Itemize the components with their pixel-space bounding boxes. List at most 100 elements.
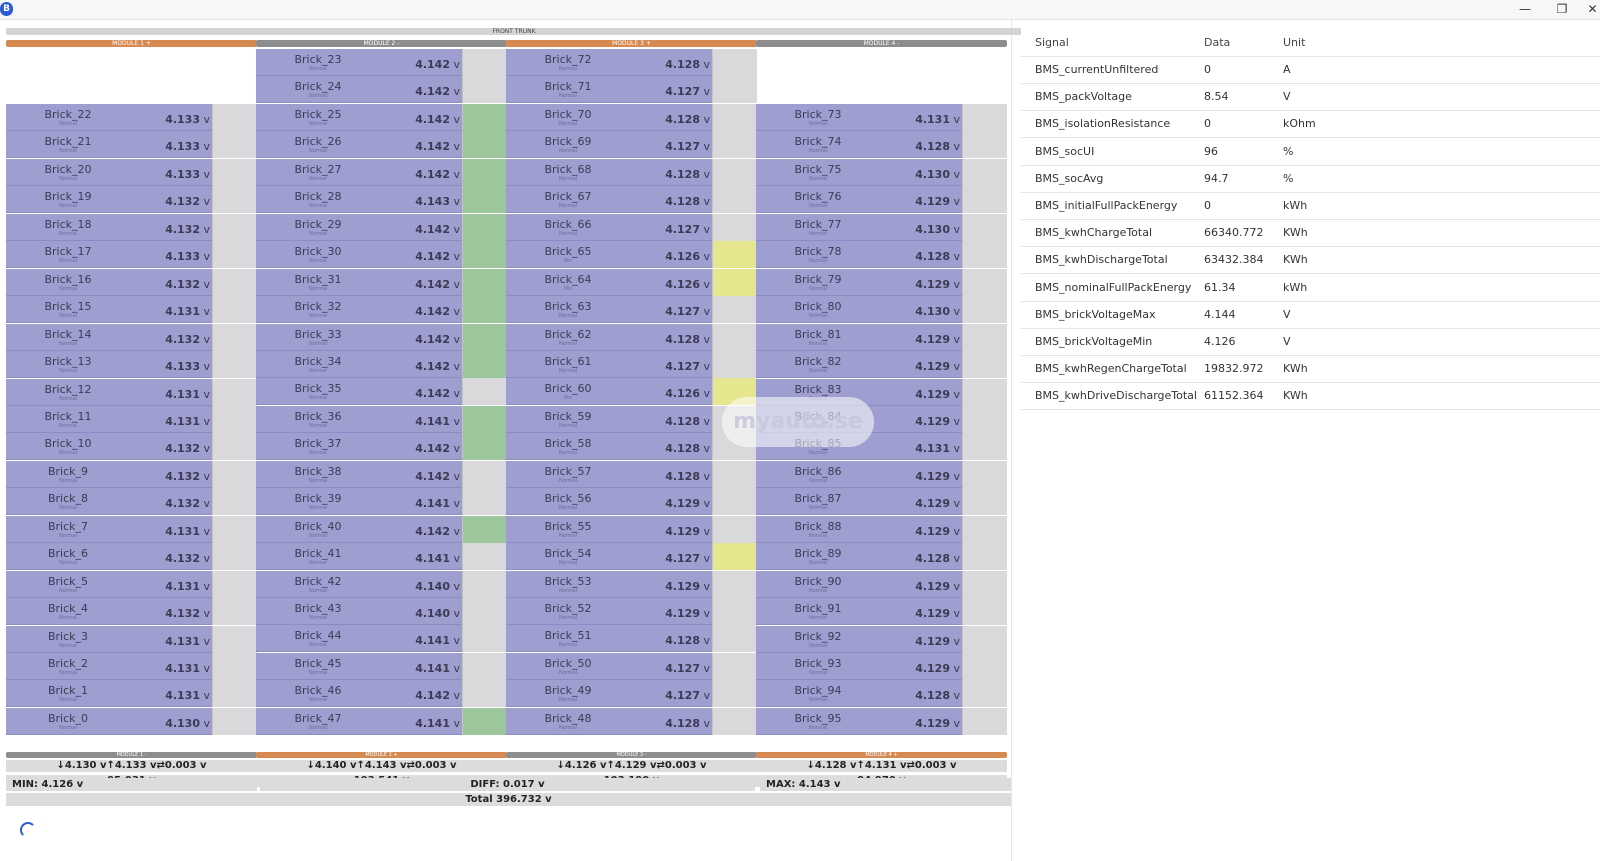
brick-cell[interactable]: Brick_9 Normal 4.132 v [6, 460, 257, 488]
brick-cell[interactable]: Brick_32 Normal 4.142 v [256, 296, 507, 324]
minimize-button[interactable]: — [1519, 2, 1531, 16]
brick-cell[interactable]: Brick_22 Normal 4.133 v [6, 104, 257, 131]
signal-row[interactable]: BMS_brickVoltageMin 4.126 V [1021, 328, 1600, 356]
brick-cell[interactable]: Brick_41 Normal 4.141 v [256, 543, 507, 571]
brick-cell[interactable]: Brick_56 Normal 4.129 v [506, 488, 757, 516]
brick-cell[interactable]: Brick_76 Normal 4.129 v [756, 186, 1007, 214]
brick-cell[interactable]: Brick_31 Normal 4.142 v [256, 268, 507, 296]
brick-cell[interactable]: Brick_11 Normal 4.131 v [6, 405, 257, 433]
brick-cell[interactable]: Brick_39 Normal 4.141 v [256, 488, 507, 516]
brick-cell[interactable]: Brick_71 Normal 4.127 v [506, 76, 757, 104]
signal-row[interactable]: BMS_kwhChargeTotal 66340.772 KWh [1021, 219, 1600, 248]
brick-cell[interactable]: Brick_10 Normal 4.132 v [6, 433, 257, 461]
brick-cell[interactable]: Brick_28 Normal 4.143 v [256, 186, 507, 214]
brick-cell[interactable]: Brick_12 Normal 4.131 v [6, 378, 257, 406]
brick-cell[interactable]: Brick_25 Normal 4.142 v [256, 103, 507, 131]
brick-cell[interactable]: Brick_95 Normal 4.129 v [756, 707, 1007, 735]
brick-cell[interactable]: Brick_68 Normal 4.128 v [506, 158, 757, 186]
brick-cell[interactable]: Brick_45 Normal 4.141 v [256, 652, 507, 680]
signal-row[interactable]: BMS_isolationResistance 0 kOhm [1021, 110, 1600, 139]
unit-column-header[interactable]: Unit [1283, 36, 1306, 49]
brick-cell[interactable]: Brick_43 Normal 4.140 v [256, 598, 507, 625]
brick-cell[interactable]: Brick_78 Normal 4.128 v [756, 241, 1007, 269]
maximize-button[interactable]: ❐ [1556, 2, 1568, 16]
brick-cell[interactable]: Brick_13 Normal 4.133 v [6, 351, 257, 379]
brick-cell[interactable]: Brick_34 Normal 4.142 v [256, 350, 507, 378]
brick-cell[interactable]: Brick_24 Normal 4.142 v [256, 76, 507, 104]
brick-cell[interactable]: Brick_82 Normal 4.129 v [756, 351, 1007, 379]
brick-cell[interactable]: Brick_29 Normal 4.142 v [256, 213, 507, 241]
brick-cell[interactable]: Brick_54 Normal 4.127 v [506, 543, 757, 571]
brick-cell[interactable]: Brick_38 Normal 4.142 v [256, 460, 507, 488]
brick-cell[interactable]: Brick_18 Normal 4.132 v [6, 213, 257, 241]
brick-cell[interactable]: Brick_6 Normal 4.132 v [6, 543, 257, 571]
brick-cell[interactable]: Brick_30 Normal 4.142 v [256, 241, 507, 269]
brick-cell[interactable]: Brick_53 Normal 4.129 v [506, 570, 757, 598]
brick-cell[interactable]: Brick_86 Normal 4.129 v [756, 460, 1007, 488]
brick-cell[interactable]: Brick_46 Normal 4.142 v [256, 680, 507, 708]
brick-cell[interactable]: Brick_27 Normal 4.142 v [256, 158, 507, 186]
brick-cell[interactable]: Brick_69 Normal 4.127 v [506, 131, 757, 159]
brick-cell[interactable]: Brick_65 Min 4.126 v [506, 241, 757, 269]
brick-cell[interactable]: Brick_73 Normal 4.131 v [756, 104, 1007, 131]
signal-row[interactable]: BMS_initialFullPackEnergy 0 kWh [1021, 192, 1600, 220]
brick-cell[interactable]: Brick_50 Normal 4.127 v [506, 652, 757, 680]
brick-cell[interactable]: Brick_55 Normal 4.129 v [506, 515, 757, 543]
brick-cell[interactable]: Brick_7 Normal 4.131 v [6, 515, 257, 543]
brick-cell[interactable]: Brick_35 Normal 4.142 v [256, 378, 507, 406]
brick-cell[interactable]: Brick_93 Normal 4.129 v [756, 653, 1007, 680]
brick-cell[interactable]: Brick_58 Normal 4.128 v [506, 433, 757, 461]
signal-column-header[interactable]: Signal [1035, 36, 1069, 49]
signal-row[interactable]: BMS_kwhDischargeTotal 63432.384 KWh [1021, 246, 1600, 275]
brick-cell[interactable]: Brick_8 Normal 4.132 v [6, 488, 257, 516]
brick-cell[interactable]: Brick_19 Normal 4.132 v [6, 186, 257, 214]
brick-cell[interactable]: Brick_4 Normal 4.132 v [6, 598, 257, 626]
brick-cell[interactable]: Brick_14 Normal 4.132 v [6, 323, 257, 351]
brick-cell[interactable]: Brick_64 Min 4.126 v [506, 268, 757, 296]
brick-cell[interactable]: Brick_67 Normal 4.128 v [506, 186, 757, 214]
brick-cell[interactable]: Brick_88 Normal 4.129 v [756, 515, 1007, 543]
brick-cell[interactable]: Brick_75 Normal 4.130 v [756, 158, 1007, 186]
brick-cell[interactable]: Brick_0 Normal 4.130 v [6, 707, 257, 735]
data-column-header[interactable]: Data [1204, 36, 1231, 49]
signal-row[interactable]: BMS_brickVoltageMax 4.144 V [1021, 301, 1600, 329]
signal-row[interactable]: BMS_nominalFullPackEnergy 61.34 kWh [1021, 274, 1600, 302]
brick-cell[interactable]: Brick_59 Normal 4.128 v [506, 405, 757, 433]
brick-cell[interactable]: Brick_92 Normal 4.129 v [756, 625, 1007, 653]
brick-cell[interactable]: Brick_17 Normal 4.133 v [6, 241, 257, 269]
brick-cell[interactable]: Brick_74 Normal 4.128 v [756, 131, 1007, 159]
brick-cell[interactable]: Brick_42 Normal 4.140 v [256, 570, 507, 598]
brick-cell[interactable]: Brick_20 Normal 4.133 v [6, 158, 257, 186]
brick-cell[interactable]: Brick_87 Normal 4.129 v [756, 488, 1007, 516]
brick-cell[interactable]: Brick_66 Normal 4.127 v [506, 213, 757, 241]
brick-cell[interactable]: Brick_62 Normal 4.128 v [506, 323, 757, 351]
signal-row[interactable]: BMS_kwhRegenChargeTotal 19832.972 KWh [1021, 355, 1600, 384]
brick-cell[interactable]: Brick_44 Normal 4.141 v [256, 625, 507, 653]
brick-cell[interactable]: Brick_37 Normal 4.142 v [256, 433, 507, 461]
brick-cell[interactable]: Brick_1 Normal 4.131 v [6, 680, 257, 708]
brick-cell[interactable]: Brick_52 Normal 4.129 v [506, 598, 757, 625]
signal-row[interactable]: BMS_packVoltage 8.54 V [1021, 83, 1600, 112]
brick-cell[interactable]: Brick_2 Normal 4.131 v [6, 653, 257, 680]
brick-cell[interactable]: Brick_60 Min 4.126 v [506, 378, 757, 406]
brick-cell[interactable]: Brick_47 Normal 4.141 v [256, 707, 507, 735]
signal-row[interactable]: BMS_currentUnfiltered 0 A [1021, 56, 1600, 84]
brick-cell[interactable]: Brick_63 Normal 4.127 v [506, 296, 757, 324]
signal-row[interactable]: BMS_socUI 96% [1021, 138, 1600, 166]
brick-cell[interactable]: Brick_90 Normal 4.129 v [756, 570, 1007, 598]
brick-cell[interactable]: Brick_21 Normal 4.133 v [6, 131, 257, 159]
brick-cell[interactable]: Brick_23 Normal 4.142 v [256, 49, 507, 76]
brick-cell[interactable]: Brick_48 Normal 4.128 v [506, 707, 757, 735]
brick-cell[interactable]: Brick_89 Normal 4.128 v [756, 543, 1007, 571]
brick-cell[interactable]: Brick_5 Normal 4.131 v [6, 570, 257, 598]
brick-cell[interactable]: Brick_79 Normal 4.129 v [756, 268, 1007, 296]
brick-cell[interactable]: Brick_61 Normal 4.127 v [506, 350, 757, 378]
brick-cell[interactable]: Brick_3 Normal 4.131 v [6, 625, 257, 653]
brick-cell[interactable]: Brick_33 Normal 4.142 v [256, 323, 507, 351]
brick-cell[interactable]: Brick_91 Normal 4.129 v [756, 598, 1007, 626]
brick-cell[interactable]: Brick_26 Normal 4.142 v [256, 131, 507, 159]
brick-cell[interactable]: Brick_57 Normal 4.128 v [506, 460, 757, 488]
brick-cell[interactable]: Brick_49 Normal 4.127 v [506, 680, 757, 708]
brick-cell[interactable]: Brick_80 Normal 4.130 v [756, 296, 1007, 324]
signal-row[interactable]: BMS_socAvg 94.7% [1021, 165, 1600, 193]
